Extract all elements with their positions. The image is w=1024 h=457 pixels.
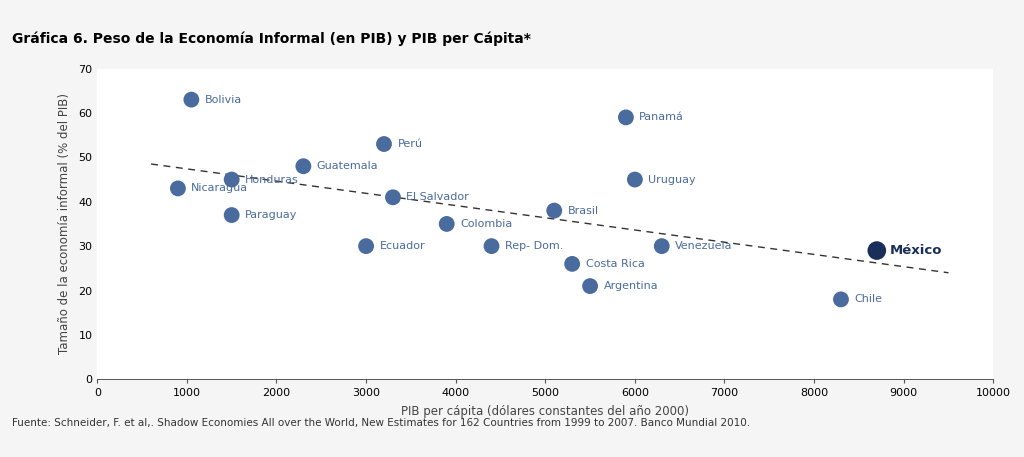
Point bbox=[295, 163, 311, 170]
Text: México: México bbox=[890, 244, 943, 257]
Point bbox=[653, 243, 670, 250]
Point bbox=[617, 114, 634, 121]
Point bbox=[376, 140, 392, 148]
Point bbox=[868, 247, 885, 254]
Point bbox=[223, 212, 240, 219]
Text: Gráfica 6. Peso de la Economía Informal (en PIB) y PIB per Cápita*: Gráfica 6. Peso de la Economía Informal … bbox=[12, 32, 531, 47]
Point bbox=[546, 207, 562, 214]
Text: Brasil: Brasil bbox=[567, 206, 599, 216]
Text: Costa Rica: Costa Rica bbox=[586, 259, 644, 269]
Point bbox=[223, 176, 240, 183]
Text: Honduras: Honduras bbox=[245, 175, 299, 185]
Point bbox=[483, 243, 500, 250]
Text: El Salvador: El Salvador bbox=[407, 192, 469, 202]
Text: Chile: Chile bbox=[854, 294, 883, 304]
Point bbox=[627, 176, 643, 183]
Text: Colombia: Colombia bbox=[460, 219, 512, 229]
Point bbox=[833, 296, 849, 303]
Point bbox=[183, 96, 200, 103]
Text: Rep- Dom.: Rep- Dom. bbox=[505, 241, 563, 251]
Text: Fuente: Schneider, F. et al,. Shadow Economies All over the World, New Estimates: Fuente: Schneider, F. et al,. Shadow Eco… bbox=[12, 418, 751, 428]
Text: Bolivia: Bolivia bbox=[205, 95, 242, 105]
Y-axis label: Tamaño de la economía informal (% del PIB): Tamaño de la economía informal (% del PI… bbox=[58, 93, 72, 355]
Point bbox=[564, 260, 581, 267]
Text: Argentina: Argentina bbox=[603, 281, 658, 291]
Text: Perú: Perú bbox=[397, 139, 423, 149]
X-axis label: PIB per cápita (dólares constantes del año 2000): PIB per cápita (dólares constantes del a… bbox=[401, 405, 689, 418]
Point bbox=[358, 243, 375, 250]
Point bbox=[438, 220, 455, 228]
Point bbox=[582, 282, 598, 290]
Text: Paraguay: Paraguay bbox=[245, 210, 298, 220]
Text: Panamá: Panamá bbox=[639, 112, 684, 122]
Text: Venezuela: Venezuela bbox=[675, 241, 733, 251]
Text: Uruguay: Uruguay bbox=[648, 175, 696, 185]
Text: Nicaragua: Nicaragua bbox=[191, 183, 249, 193]
Text: Ecuador: Ecuador bbox=[380, 241, 425, 251]
Point bbox=[385, 194, 401, 201]
Text: Guatemala: Guatemala bbox=[316, 161, 379, 171]
Point bbox=[170, 185, 186, 192]
